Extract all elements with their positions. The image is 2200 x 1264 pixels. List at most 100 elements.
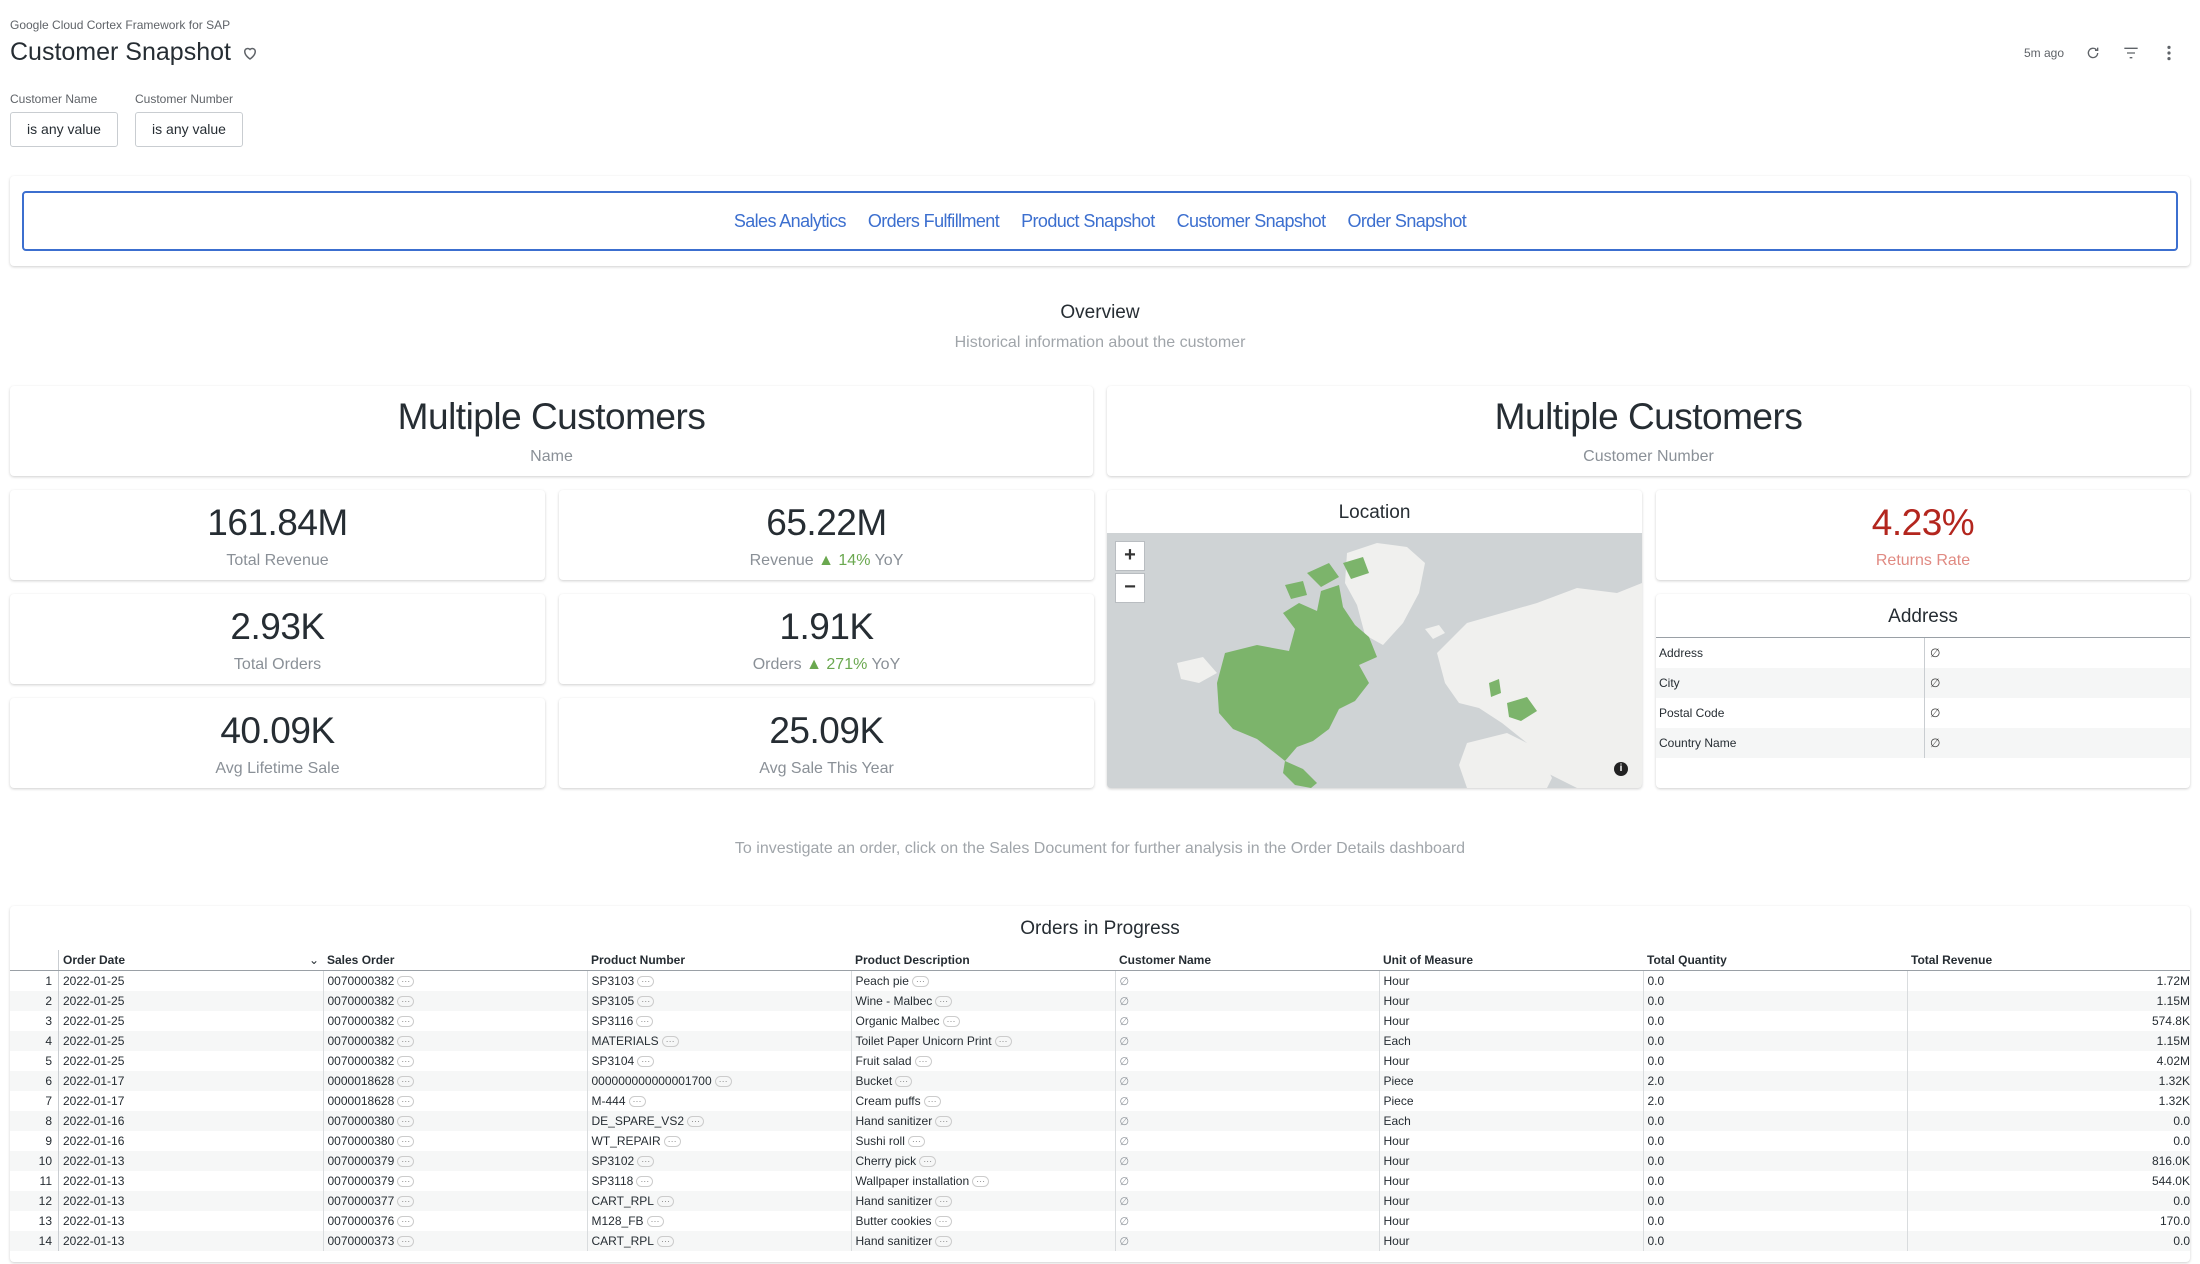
product-number-cell[interactable]: M-444 ··· [587, 1091, 852, 1111]
sales-order-cell[interactable]: 0000018628 ··· [323, 1071, 588, 1091]
more-vert-icon[interactable] [2160, 44, 2178, 62]
product-description-cell[interactable]: Peach pie ··· [851, 970, 1116, 991]
nav-link-sales-analytics[interactable]: Sales Analytics [733, 210, 847, 231]
more-horiz-icon[interactable]: ··· [934, 1216, 952, 1228]
more-horiz-icon[interactable]: ··· [397, 1016, 415, 1028]
table-row[interactable]: 6 2022-01-17 0000018628 ··· 0000000000000017… [10, 1071, 2190, 1091]
table-row[interactable]: 8 2022-01-16 0070000380 ··· DE_SPARE_VS2 ··· H… [10, 1111, 2190, 1131]
more-horiz-icon[interactable]: ··· [942, 1016, 960, 1028]
table-row[interactable]: 12 2022-01-13 0070000377 ··· CART_RPL ··· Hand… [10, 1191, 2190, 1211]
more-horiz-icon[interactable]: ··· [994, 1036, 1012, 1048]
product-number-cell[interactable]: SP3102 ··· [587, 1151, 852, 1171]
nav-link-order-snapshot[interactable]: Order Snapshot [1347, 210, 1467, 231]
table-row[interactable]: 9 2022-01-16 0070000380 ··· WT_REPAIR ··· Sush… [10, 1131, 2190, 1151]
more-horiz-icon[interactable]: ··· [637, 1056, 655, 1068]
product-number-cell[interactable]: SP3105 ··· [587, 991, 852, 1011]
more-horiz-icon[interactable]: ··· [661, 1036, 679, 1048]
more-horiz-icon[interactable]: ··· [914, 1056, 932, 1068]
more-horiz-icon[interactable]: ··· [637, 976, 655, 988]
more-horiz-icon[interactable]: ··· [637, 996, 655, 1008]
table-row[interactable]: 3 2022-01-25 0070000382 ··· SP3116 ··· Organic… [10, 1011, 2190, 1031]
product-number-cell[interactable]: CART_RPL ··· [587, 1191, 852, 1211]
more-horiz-icon[interactable]: ··· [972, 1176, 990, 1188]
more-horiz-icon[interactable]: ··· [656, 1236, 674, 1248]
product-number-cell[interactable]: SP3116 ··· [587, 1011, 852, 1031]
product-description-cell[interactable]: Bucket ··· [851, 1071, 1116, 1091]
more-horiz-icon[interactable]: ··· [397, 1236, 415, 1248]
column-header-sales-order[interactable]: Sales Order [323, 950, 587, 971]
product-description-cell[interactable]: Hand sanitizer ··· [851, 1191, 1116, 1211]
sales-order-cell[interactable]: 0070000379 ··· [323, 1171, 588, 1191]
location-map[interactable]: + − i [1107, 533, 1642, 788]
more-horiz-icon[interactable]: ··· [397, 1136, 415, 1148]
more-horiz-icon[interactable]: ··· [397, 1056, 415, 1068]
table-row[interactable]: 10 2022-01-13 0070000379 ··· SP3102 ··· Cherry… [10, 1151, 2190, 1171]
sales-order-cell[interactable]: 0070000380 ··· [323, 1131, 588, 1151]
refresh-icon[interactable] [2084, 44, 2102, 62]
nav-link-customer-snapshot[interactable]: Customer Snapshot [1176, 210, 1326, 231]
product-description-cell[interactable]: Butter cookies ··· [851, 1211, 1116, 1231]
filter-icon[interactable] [2122, 44, 2140, 62]
product-description-cell[interactable]: Cream puffs ··· [851, 1091, 1116, 1111]
product-number-cell[interactable]: SP3103 ··· [587, 970, 852, 991]
more-horiz-icon[interactable]: ··· [397, 1176, 415, 1188]
heart-icon[interactable] [241, 44, 259, 62]
more-horiz-icon[interactable]: ··· [935, 996, 953, 1008]
table-row[interactable]: 1 2022-01-25 0070000382 ··· SP3103 ··· Peach p… [10, 970, 2190, 991]
more-horiz-icon[interactable]: ··· [397, 1096, 415, 1108]
sales-order-cell[interactable]: 0070000380 ··· [323, 1111, 588, 1131]
product-description-cell[interactable]: Wallpaper installation ··· [851, 1171, 1116, 1191]
table-row[interactable]: 4 2022-01-25 0070000382 ··· MATERIALS ··· Toil… [10, 1031, 2190, 1051]
filter-customer-name[interactable]: is any value [10, 112, 118, 147]
more-horiz-icon[interactable]: ··· [656, 1196, 674, 1208]
more-horiz-icon[interactable]: ··· [397, 976, 415, 988]
nav-link-orders-fulfillment[interactable]: Orders Fulfillment [867, 210, 1000, 231]
column-header-unit-of-measure[interactable]: Unit of Measure [1379, 950, 1643, 971]
product-description-cell[interactable]: Hand sanitizer ··· [851, 1231, 1116, 1251]
more-horiz-icon[interactable]: ··· [714, 1076, 732, 1088]
product-description-cell[interactable]: Hand sanitizer ··· [851, 1111, 1116, 1131]
more-horiz-icon[interactable]: ··· [895, 1076, 913, 1088]
table-row[interactable]: 13 2022-01-13 0070000376 ··· M128_FB ··· Butte… [10, 1211, 2190, 1231]
table-row[interactable]: 14 2022-01-13 0070000373 ··· CART_RPL ··· Hand… [10, 1231, 2190, 1251]
column-header-customer-name[interactable]: Customer Name [1115, 950, 1379, 971]
sales-order-cell[interactable]: 0070000379 ··· [323, 1151, 588, 1171]
more-horiz-icon[interactable]: ··· [663, 1136, 681, 1148]
sales-order-cell[interactable]: 0070000373 ··· [323, 1231, 588, 1251]
more-horiz-icon[interactable]: ··· [907, 1136, 925, 1148]
sales-order-cell[interactable]: 0070000382 ··· [323, 970, 588, 991]
product-number-cell[interactable]: DE_SPARE_VS2 ··· [587, 1111, 852, 1131]
info-icon[interactable]: i [1614, 762, 1628, 776]
more-horiz-icon[interactable]: ··· [935, 1236, 953, 1248]
more-horiz-icon[interactable]: ··· [919, 1156, 937, 1168]
product-description-cell[interactable]: Organic Malbec ··· [851, 1011, 1116, 1031]
sales-order-cell[interactable]: 0070000377 ··· [323, 1191, 588, 1211]
more-horiz-icon[interactable]: ··· [397, 1076, 415, 1088]
column-header-total-quantity[interactable]: Total Quantity [1643, 950, 1907, 971]
more-horiz-icon[interactable]: ··· [636, 1016, 654, 1028]
product-description-cell[interactable]: Cherry pick ··· [851, 1151, 1116, 1171]
more-horiz-icon[interactable]: ··· [397, 996, 415, 1008]
more-horiz-icon[interactable]: ··· [911, 976, 929, 988]
more-horiz-icon[interactable]: ··· [935, 1116, 953, 1128]
more-horiz-icon[interactable]: ··· [687, 1116, 704, 1128]
table-row[interactable]: 5 2022-01-25 0070000382 ··· SP3104 ··· Fruit s… [10, 1051, 2190, 1071]
product-description-cell[interactable]: Toilet Paper Unicorn Print ··· [851, 1031, 1116, 1051]
table-row[interactable]: 11 2022-01-13 0070000379 ··· SP3118 ··· Wallpa… [10, 1171, 2190, 1191]
more-horiz-icon[interactable]: ··· [628, 1096, 646, 1108]
nav-link-product-snapshot[interactable]: Product Snapshot [1021, 210, 1155, 231]
sales-order-cell[interactable]: 0000018628 ··· [323, 1091, 588, 1111]
column-header-total-revenue[interactable]: Total Revenue [1907, 950, 2190, 971]
more-horiz-icon[interactable]: ··· [923, 1096, 941, 1108]
product-description-cell[interactable]: Sushi roll ··· [851, 1131, 1116, 1151]
product-number-cell[interactable]: 000000000000001700 ··· [587, 1071, 852, 1091]
more-horiz-icon[interactable]: ··· [637, 1156, 655, 1168]
product-number-cell[interactable]: CART_RPL ··· [587, 1231, 852, 1251]
sales-order-cell[interactable]: 0070000382 ··· [323, 1051, 588, 1071]
product-description-cell[interactable]: Wine - Malbec ··· [851, 991, 1116, 1011]
more-horiz-icon[interactable]: ··· [397, 1036, 415, 1048]
more-horiz-icon[interactable]: ··· [397, 1116, 415, 1128]
more-horiz-icon[interactable]: ··· [935, 1196, 953, 1208]
sales-order-cell[interactable]: 0070000376 ··· [323, 1211, 588, 1231]
more-horiz-icon[interactable]: ··· [397, 1156, 415, 1168]
